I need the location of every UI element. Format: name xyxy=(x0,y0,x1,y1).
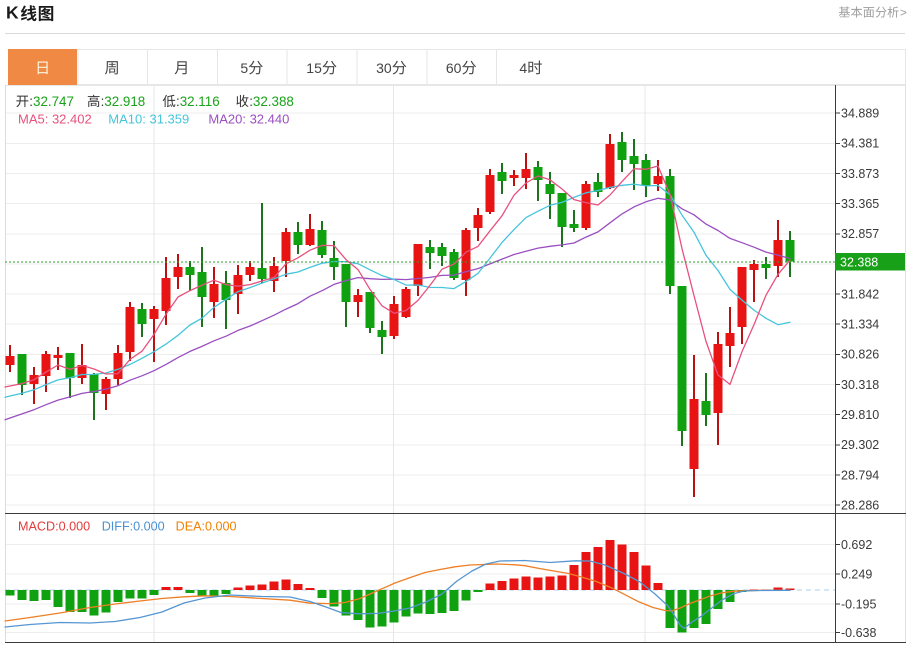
svg-text:0.249: 0.249 xyxy=(841,567,872,581)
svg-text:34.889: 34.889 xyxy=(841,107,879,121)
svg-text:33.365: 33.365 xyxy=(841,197,879,211)
svg-text:15: 15 xyxy=(306,60,322,76)
svg-text:DEA:0.000: DEA:0.000 xyxy=(176,520,237,534)
svg-text:30: 30 xyxy=(376,60,392,76)
svg-text:32.388: 32.388 xyxy=(840,256,878,270)
svg-text:29.810: 29.810 xyxy=(841,408,879,422)
svg-text:30.826: 30.826 xyxy=(841,348,879,362)
svg-text:MA5: 32.402: MA5: 32.402 xyxy=(18,112,92,127)
svg-text:MACD:0.000: MACD:0.000 xyxy=(18,520,90,534)
svg-text:5: 5 xyxy=(240,60,248,76)
svg-text:MA10: 31.359: MA10: 31.359 xyxy=(108,112,189,127)
svg-text:32.388: 32.388 xyxy=(253,94,294,109)
svg-text:28.794: 28.794 xyxy=(841,468,879,482)
svg-text:33.873: 33.873 xyxy=(841,167,879,181)
svg-text:4: 4 xyxy=(519,60,527,76)
svg-text:-0.638: -0.638 xyxy=(841,626,876,640)
svg-text:-0.195: -0.195 xyxy=(841,598,876,612)
svg-text::: : xyxy=(101,94,105,109)
svg-text:30.318: 30.318 xyxy=(841,378,879,392)
svg-text::: : xyxy=(29,94,33,109)
svg-text:32.918: 32.918 xyxy=(104,94,145,109)
svg-text::: : xyxy=(249,94,253,109)
svg-text:MA20: 32.440: MA20: 32.440 xyxy=(208,112,289,127)
svg-text:K: K xyxy=(6,3,19,23)
svg-text:31.842: 31.842 xyxy=(841,287,879,301)
svg-text:31.334: 31.334 xyxy=(841,318,879,332)
svg-text:32.857: 32.857 xyxy=(841,227,879,241)
svg-text:34.381: 34.381 xyxy=(841,137,879,151)
svg-text:28.286: 28.286 xyxy=(841,498,879,512)
svg-text:0.692: 0.692 xyxy=(841,538,872,552)
svg-text:60: 60 xyxy=(446,60,462,76)
svg-text:>: > xyxy=(900,6,907,20)
svg-text:32.116: 32.116 xyxy=(180,94,220,109)
svg-text:DIFF:0.000: DIFF:0.000 xyxy=(102,520,165,534)
svg-text:32.747: 32.747 xyxy=(33,94,74,109)
svg-text::: : xyxy=(176,94,180,109)
svg-text:29.302: 29.302 xyxy=(841,438,879,452)
